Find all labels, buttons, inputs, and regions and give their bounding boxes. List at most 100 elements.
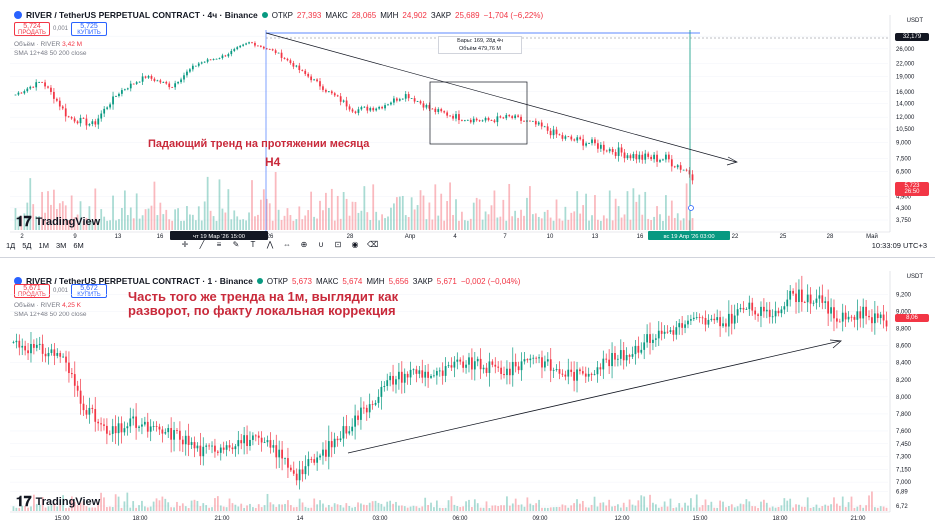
price-1m-candle — [120, 423, 123, 433]
y-tick-4h: 19,000 — [896, 75, 915, 81]
price-1m-volume-bar — [722, 501, 724, 511]
price-1m-volume-bar — [809, 507, 812, 511]
price-1m-volume-bar — [106, 507, 108, 511]
x-tick-4h: 26 — [267, 234, 274, 240]
price-4h-volume-bar — [189, 214, 191, 230]
lock-icon[interactable]: ⊡ — [334, 240, 342, 249]
price-1m-candle — [748, 302, 751, 310]
fib-icon[interactable]: ≡ — [216, 240, 222, 249]
price-1m-volume-bar — [27, 507, 29, 511]
y-tick-1m: 8,600 — [896, 344, 912, 350]
spread-value: 0,001 — [53, 26, 69, 32]
trendline-icon[interactable]: ╱ — [199, 240, 205, 249]
x-tick-1m: 09:00 — [532, 516, 548, 522]
timeframe-3m[interactable]: 3М — [55, 241, 67, 250]
price-1m-volume-bar — [386, 501, 389, 511]
price-1m-candle — [301, 469, 304, 475]
magnet-icon[interactable]: ∪ — [318, 240, 324, 249]
price-1m-candle — [862, 306, 865, 319]
price-1m-volume-bar — [590, 504, 593, 511]
price-1m-candle — [243, 435, 246, 444]
currency-label[interactable]: USDT — [906, 274, 923, 280]
timeframe-bar: 1Д 5Д 1М 3М 6М — [6, 241, 84, 250]
timeframe-1d[interactable]: 1Д — [6, 241, 16, 250]
tradingview-logo[interactable]: 𝟏𝟕 TradingView — [16, 214, 100, 230]
price-1m-volume-bar — [65, 507, 67, 511]
price-1m-candle — [41, 343, 44, 354]
price-4h-candle — [70, 117, 73, 119]
text-icon[interactable]: T — [250, 240, 256, 249]
timeframe-1m[interactable]: 1М — [38, 241, 49, 250]
trash-icon[interactable]: ⌫ — [367, 240, 379, 249]
y-tick-4h: 6,500 — [896, 169, 912, 175]
change-value: −1,704 (−6,22%) — [483, 10, 544, 20]
pattern-icon[interactable]: ⋀ — [266, 240, 274, 249]
price-4h-volume-bar — [262, 189, 265, 230]
crosshair-icon[interactable]: ✛ — [181, 240, 189, 249]
price-1m-candle — [523, 359, 526, 362]
y-tick-4h: 3,750 — [896, 218, 912, 224]
price-4h-candle — [534, 120, 537, 125]
volume-legend[interactable]: Объём · RIVER 3,42 M — [14, 41, 82, 48]
price-4h-candle — [135, 82, 138, 84]
price-1m-candle — [765, 309, 768, 312]
measure-icon[interactable]: ⇔ — [283, 240, 291, 249]
price-1m-candle — [812, 302, 815, 304]
price-1m-volume-bar — [427, 505, 429, 511]
sell-button[interactable]: 5,724 ПРОДАТЬ — [14, 22, 50, 36]
price-4h-volume-bar — [307, 210, 310, 230]
tradingview-logo[interactable]: 𝟏𝟕 TradingView — [16, 494, 100, 510]
price-1m-volume-bar — [181, 503, 184, 511]
price-4h-candle — [76, 121, 79, 124]
price-4h-volume-bar — [582, 205, 585, 230]
volume-legend[interactable]: Объём · RIVER 4,25 K — [14, 302, 81, 309]
price-1m-volume-bar — [141, 500, 143, 511]
symbol-title[interactable]: RIVER / TetherUS PERPETUAL CONTRACT · 1 … — [26, 276, 253, 286]
utc-clock[interactable]: 10:33:09 UTC+3 — [871, 241, 927, 250]
price-1m-candle — [117, 423, 120, 434]
sma-legend[interactable]: SMA 12+48 50 200 close — [14, 311, 87, 318]
price-4h-candle — [679, 165, 682, 170]
price-4h-candle — [620, 147, 623, 153]
price-4h-candle — [97, 118, 100, 125]
price-chart-1m[interactable]: 9,200 9,000 8,800 8,600 8,400 8,200 8,000 7,800… — [0, 266, 935, 527]
price-1m-candle — [103, 424, 105, 426]
price-1m-volume-bar — [570, 505, 573, 511]
price-1m-candle — [833, 307, 835, 319]
price-1m-volume-bar — [199, 506, 202, 511]
price-4h-candle — [333, 93, 336, 96]
sma-legend[interactable]: SMA 12+48 50 200 close — [14, 50, 87, 57]
price-4h-candle — [537, 122, 540, 125]
price-4h-volume-bar — [103, 216, 106, 230]
price-1m-volume-bar — [544, 507, 546, 511]
price-4h-volume-bar — [667, 215, 670, 230]
timeframe-6m[interactable]: 6М — [73, 241, 84, 250]
price-4h-volume-bar — [58, 203, 61, 230]
price-4h-volume-bar — [144, 209, 147, 230]
price-4h-volume-bar — [679, 220, 682, 230]
price-1m-candle — [360, 407, 362, 420]
price-1m-volume-bar — [85, 506, 88, 511]
buy-button[interactable]: 5,725 КУПИТЬ — [71, 22, 108, 36]
price-1m-candle — [514, 361, 517, 367]
price-4h-candle — [301, 70, 304, 71]
price-1m-candle — [377, 396, 380, 403]
y-tick-1m: 7,300 — [896, 455, 912, 461]
price-4h-candle — [32, 86, 35, 88]
currency-label[interactable]: USDT — [906, 18, 923, 24]
brush-icon[interactable]: ✎ — [232, 240, 240, 249]
price-1m-volume-bar — [111, 507, 114, 511]
price-4h-candle — [313, 79, 315, 81]
price-4h-candle — [570, 136, 573, 140]
price-4h-candle — [567, 136, 570, 138]
zoom-icon[interactable]: ⊕ — [300, 240, 308, 249]
market-status-icon — [256, 278, 263, 284]
timeframe-5d[interactable]: 5Д — [22, 241, 32, 250]
price-1m-candle — [214, 445, 216, 452]
price-1m-volume-bar — [476, 503, 479, 511]
symbol-title[interactable]: RIVER / TetherUS PERPETUAL CONTRACT · 4ч… — [26, 10, 258, 20]
price-1m-candle — [167, 428, 170, 433]
price-1m-volume-bar — [418, 507, 421, 511]
eye-icon[interactable]: ◉ — [351, 240, 359, 249]
price-4h-candle — [64, 108, 67, 117]
